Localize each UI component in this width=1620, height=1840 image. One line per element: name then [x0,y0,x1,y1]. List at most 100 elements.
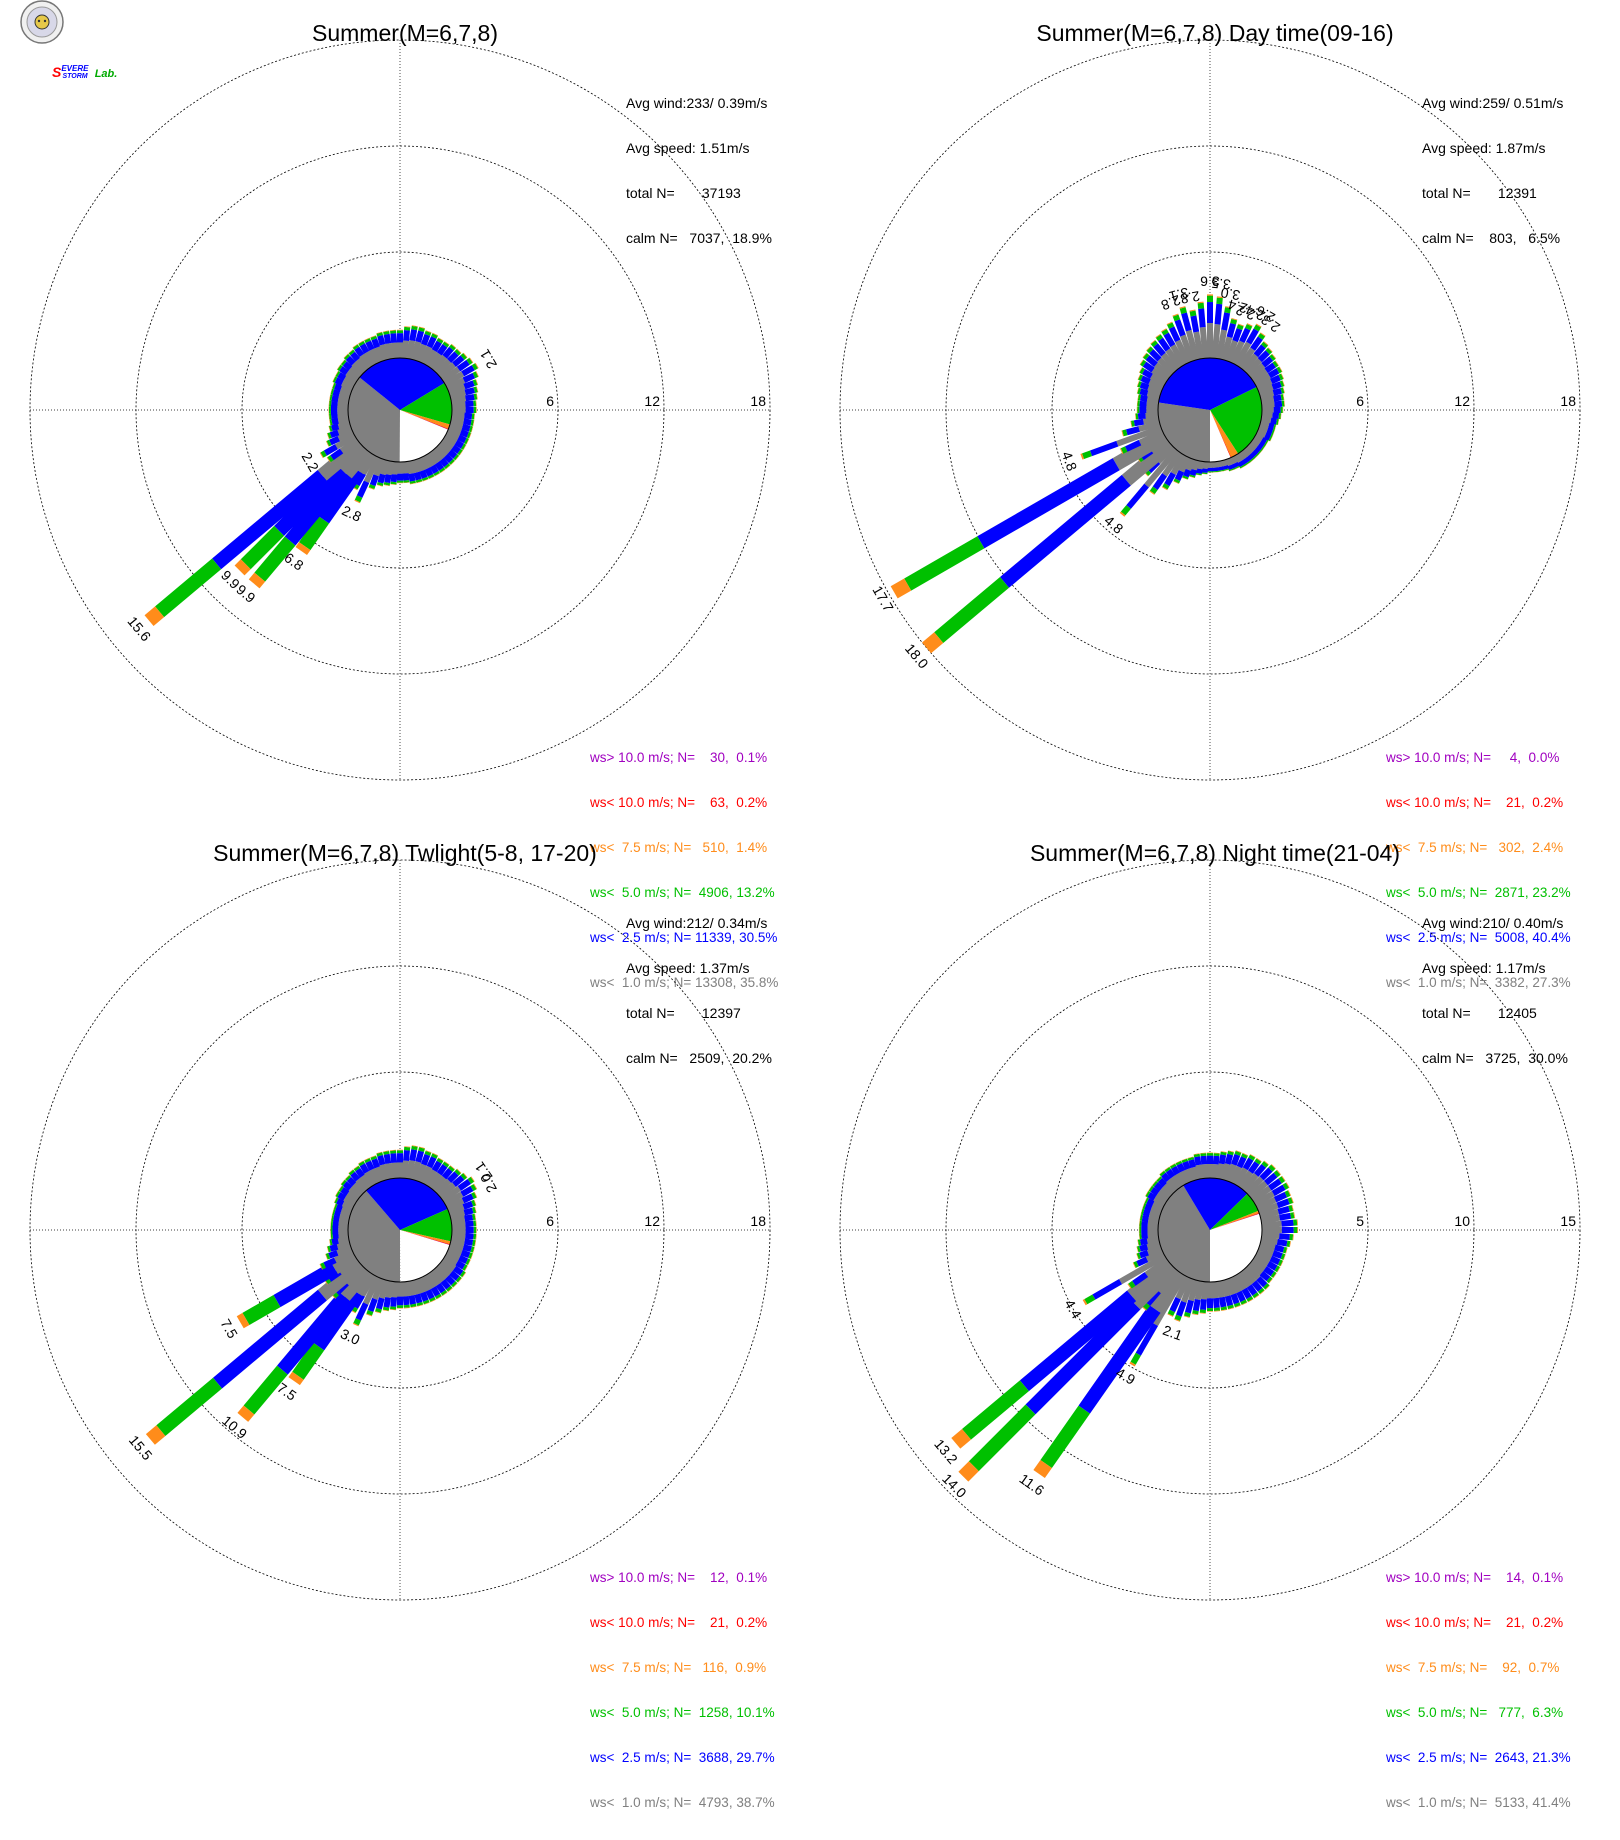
wind-bar-segment [1249,1286,1255,1294]
wind-bar-segment [1270,438,1271,439]
wind-bar-segment [1264,1163,1266,1166]
wind-bar-segment [1178,1162,1179,1164]
wind-bar-segment [243,1410,249,1417]
wind-bar-segment [417,472,419,479]
wind-bar-segment [1268,1264,1276,1269]
wind-bar-segment [330,1247,337,1249]
wind-bar-segment [1260,1290,1262,1292]
wind-bar-segment [1215,1164,1216,1178]
wind-bar-segment [465,1217,473,1218]
wind-bar-segment [452,1235,466,1236]
wind-bar-segment [413,460,416,472]
legend-entry: ws< 5.0 m/s; N= 1258, 10.1% [590,1705,775,1720]
wind-bar-segment [939,582,1005,637]
wind-bar-segment [161,1383,218,1431]
wind-bar-segment [469,1179,472,1181]
legend-entry: ws< 10.0 m/s; N= 63, 0.2% [590,795,778,810]
wind-bar-segment [1143,372,1151,377]
wind-bar-segment [1268,1279,1270,1281]
wind-bar-segment [1186,470,1188,477]
wind-bar-segment [1263,447,1264,448]
stat-line: total N= 12397 [626,1006,772,1021]
wind-bar-segment [378,1309,379,1312]
wind-bar-segment [1260,393,1273,397]
wind-bar-segment [1265,436,1270,438]
bar-value-label: 3.0 [338,1325,363,1348]
stat-line: Avg speed: 1.17m/s [1422,961,1568,976]
wind-bar-segment [1127,429,1139,432]
wind-bar-segment [333,1235,339,1236]
wind-bar-segment [327,1256,329,1257]
wind-bar-segment [464,1211,472,1213]
wind-bar-segment [446,465,447,467]
wind-bar-segment [1185,476,1186,478]
wind-bar-segment [1197,1157,1198,1165]
wind-bar-segment [374,339,377,347]
wind-bar-segment [358,497,360,501]
wind-bar-segment [1274,397,1281,398]
wind-bar-segment [1219,461,1220,467]
wind-bar-segment [393,1153,394,1162]
wind-bar-segment [387,334,389,343]
wind-bar-segment [1130,1283,1134,1286]
wind-bar-segment [1203,1299,1204,1309]
wind-bar-segment [1174,1167,1178,1174]
wind-bar-segment [1252,452,1255,455]
wind-bar-segment [328,435,330,436]
wind-bar-segment [1164,330,1166,334]
wind-bar-segment [446,456,451,461]
wind-bar-segment [414,326,415,329]
wind-bar-segment [1219,1281,1222,1297]
wind-bar-segment [361,1162,362,1164]
chart-title: Summer(M=6,7,8) [0,20,810,47]
wind-bar-segment [445,1163,447,1165]
legend-entry: ws> 10.0 m/s; N= 12, 0.1% [590,1570,775,1585]
wind-bar-segment [457,351,459,353]
wind-bar-segment [439,1159,441,1162]
wind-bar-segment [467,1261,469,1262]
wind-bar-segment [1141,370,1143,371]
legend-entry: ws< 2.5 m/s; N= 3688, 29.7% [590,1750,775,1765]
wind-bar-segment [472,1187,475,1189]
wind-bar-segment [447,1277,453,1283]
wind-bar-segment [417,1294,419,1302]
wind-bar-segment [1143,419,1158,422]
wind-bar-segment [1248,456,1251,460]
wind-bar-segment [1147,399,1158,401]
wind-bar-segment [1152,1189,1158,1193]
wind-bar-segment [343,1182,345,1183]
wind-bar-segment [450,1213,464,1217]
wind-bar-segment [330,428,332,429]
wind-bar-segment [465,404,473,405]
wind-bar-segment [453,1283,455,1285]
wind-bar-segment [1216,1156,1217,1164]
wind-bar-segment [1142,1218,1148,1219]
wind-bar-segment [445,343,447,345]
wind-bar-segment [1282,1223,1294,1224]
wind-bar-segment [469,1255,471,1256]
wind-bar-segment [1223,460,1225,466]
wind-bar-segment [1274,404,1282,405]
wind-bar-segment [451,398,465,401]
wind-bar-segment [418,1151,421,1162]
wind-bar-segment [240,564,246,570]
wind-bar-segment [448,1288,450,1290]
wind-bar-segment [1256,448,1260,451]
wind-bar-segment [464,421,471,422]
wind-bar-segment [465,390,474,392]
wind-bar-segment [1284,1250,1287,1251]
wind-bar-segment [380,1156,382,1165]
wind-bar-segment [1239,1292,1243,1301]
wind-bar-segment [1222,1155,1224,1164]
wind-bar-segment [463,446,465,447]
wind-bar-segment [335,1206,337,1207]
wind-bar-segment [338,1239,349,1241]
wind-bar-segment [1269,426,1274,427]
wind-bar-segment [432,1298,433,1300]
wind-bar-segment [433,1288,437,1296]
wind-bar-segment [1146,415,1159,416]
wind-bar-segment [1083,453,1091,456]
wind-bar-segment [351,352,353,354]
wind-bar-segment [1167,1169,1168,1171]
